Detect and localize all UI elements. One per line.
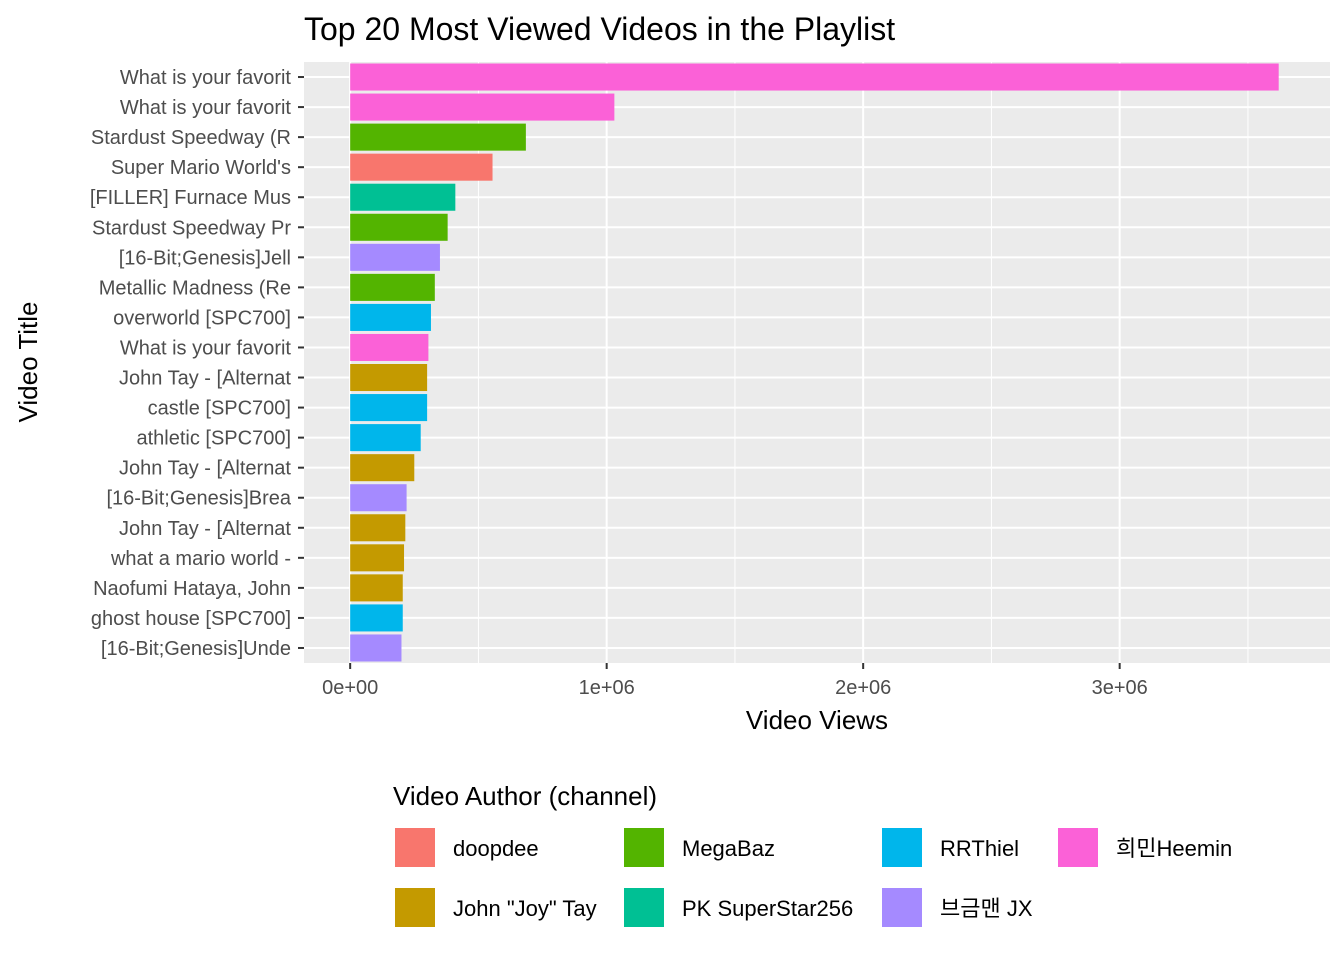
y-tick-label: ghost house [SPC700] (91, 608, 291, 630)
bar (350, 574, 403, 602)
bar (350, 514, 406, 542)
legend-title: Video Author (channel) (393, 781, 657, 811)
bar (350, 213, 448, 241)
bar (350, 454, 415, 482)
bar (350, 183, 456, 211)
y-tick-label: Super Mario World's (111, 157, 291, 179)
y-tick-label: Stardust Speedway (R (91, 127, 291, 149)
legend-label: 브금맨 JX (940, 896, 1033, 921)
bars-group (350, 63, 1279, 662)
x-axis: 0e+00 1e+06 2e+06 3e+06 (322, 663, 1148, 699)
bar (350, 634, 402, 662)
y-tick-label: athletic [SPC700] (136, 428, 291, 450)
bar (350, 333, 429, 361)
legend-swatch (622, 886, 666, 929)
y-axis: What is your favorit What is your favorit… (90, 67, 304, 660)
y-tick-label: castle [SPC700] (148, 398, 291, 420)
y-tick-label: John Tay - [Alternat (119, 518, 291, 540)
legend-label: doopdee (453, 836, 539, 861)
legend-swatch (880, 826, 924, 869)
legend-label: MegaBaz (682, 836, 775, 861)
bar (350, 604, 403, 632)
y-tick-label: [16-Bit;Genesis]Brea (106, 488, 291, 510)
bar (350, 63, 1279, 91)
bar (350, 424, 421, 452)
legend-label: PK SuperStar256 (682, 896, 853, 921)
y-tick-label: What is your favorit (120, 97, 292, 119)
y-tick-label: John Tay - [Alternat (119, 368, 291, 390)
x-tick-label: 2e+06 (835, 677, 891, 699)
legend-swatch (622, 826, 666, 869)
y-tick-label: What is your favorit (120, 67, 292, 89)
legend-label: John "Joy" Tay (453, 896, 597, 921)
y-tick-label: What is your favorit (120, 337, 292, 359)
x-tick-label: 0e+00 (322, 677, 378, 699)
bar (350, 123, 526, 151)
bar (350, 394, 428, 422)
bar (350, 273, 435, 301)
legend-swatch (393, 886, 437, 929)
y-tick-label: [FILLER] Furnace Mus (90, 187, 291, 209)
y-tick-label: [16-Bit;Genesis]Unde (101, 638, 291, 660)
legend-swatch (1056, 826, 1100, 869)
bar (350, 364, 428, 392)
bar (350, 153, 493, 181)
legend-label: 희민Heemin (1116, 836, 1232, 861)
legend-swatch (880, 886, 924, 929)
plot-panel (304, 62, 1330, 663)
y-tick-label: Stardust Speedway Pr (92, 217, 291, 239)
legend: Video Author (channel) doopdee John "Joy"… (393, 781, 1232, 929)
x-tick-label: 3e+06 (1092, 677, 1148, 699)
chart-title: Top 20 Most Viewed Videos in the Playlis… (304, 11, 895, 47)
bar (350, 303, 431, 331)
x-tick-label: 1e+06 (579, 677, 635, 699)
y-tick-label: Naofumi Hataya, John (93, 578, 291, 600)
y-tick-label: overworld [SPC700] (113, 307, 291, 329)
legend-swatch (393, 826, 437, 869)
y-tick-label: John Tay - [Alternat (119, 458, 291, 480)
y-tick-label: Metallic Madness (Re (99, 277, 291, 299)
bar (350, 243, 440, 271)
legend-label: RRThiel (940, 836, 1019, 861)
y-axis-title: Video Title (13, 302, 43, 423)
y-tick-label: what a mario world - (110, 548, 291, 570)
y-tick-label: [16-Bit;Genesis]Jell (119, 247, 291, 269)
bar (350, 544, 405, 572)
bar (350, 93, 615, 121)
bar (350, 484, 407, 512)
x-axis-title: Video Views (746, 705, 888, 735)
